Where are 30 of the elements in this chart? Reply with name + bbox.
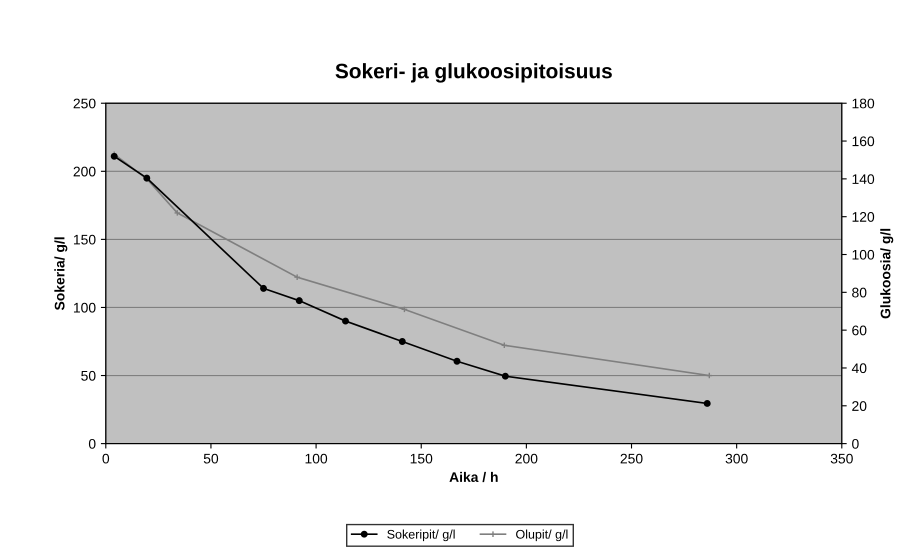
x-tick-label: 50 xyxy=(204,454,218,464)
y-tick-label: 250 xyxy=(74,98,96,108)
y-tick-label: 100 xyxy=(74,302,96,313)
legend-label: Olupit/ g/l xyxy=(516,530,568,542)
x-tick-label: 0 xyxy=(102,454,110,464)
x-tick-label: 200 xyxy=(515,454,538,464)
x-tick-label: 150 xyxy=(410,454,432,464)
legend-label: Sokeripit/ g/l xyxy=(387,530,455,542)
chart-title: Sokeri- ja glukoosipitoisuus xyxy=(336,63,612,83)
y-tick-label: 150 xyxy=(74,234,96,245)
y2-tick-label: 100 xyxy=(852,250,874,260)
y2-tick-label: 160 xyxy=(852,136,874,146)
y-tick-label: 200 xyxy=(74,166,96,176)
x-tick-label: 350 xyxy=(830,454,853,464)
y2-tick-label: 180 xyxy=(852,98,874,108)
x-tick-label: 100 xyxy=(306,454,328,464)
y-axis-title: Sokeria/ g/l xyxy=(54,237,68,310)
y2-tick-label: 60 xyxy=(852,325,866,336)
y2-tick-label: 20 xyxy=(852,401,866,411)
x-axis-title: Aika / h xyxy=(449,472,498,482)
y2-tick-label: 80 xyxy=(852,288,866,298)
y-tick-label: 0 xyxy=(88,438,96,449)
x-tick-label: 300 xyxy=(726,454,748,464)
y-tick-label: 50 xyxy=(81,370,96,381)
x-tick-label: 250 xyxy=(620,454,643,464)
y2-tick-label: 0 xyxy=(852,438,859,449)
y2-tick-label: 40 xyxy=(852,363,866,374)
y2-tick-label: 140 xyxy=(852,174,874,184)
y2-tick-label: 120 xyxy=(852,212,874,222)
y2-axis-title: Glukoosia/ g/l xyxy=(880,228,894,318)
